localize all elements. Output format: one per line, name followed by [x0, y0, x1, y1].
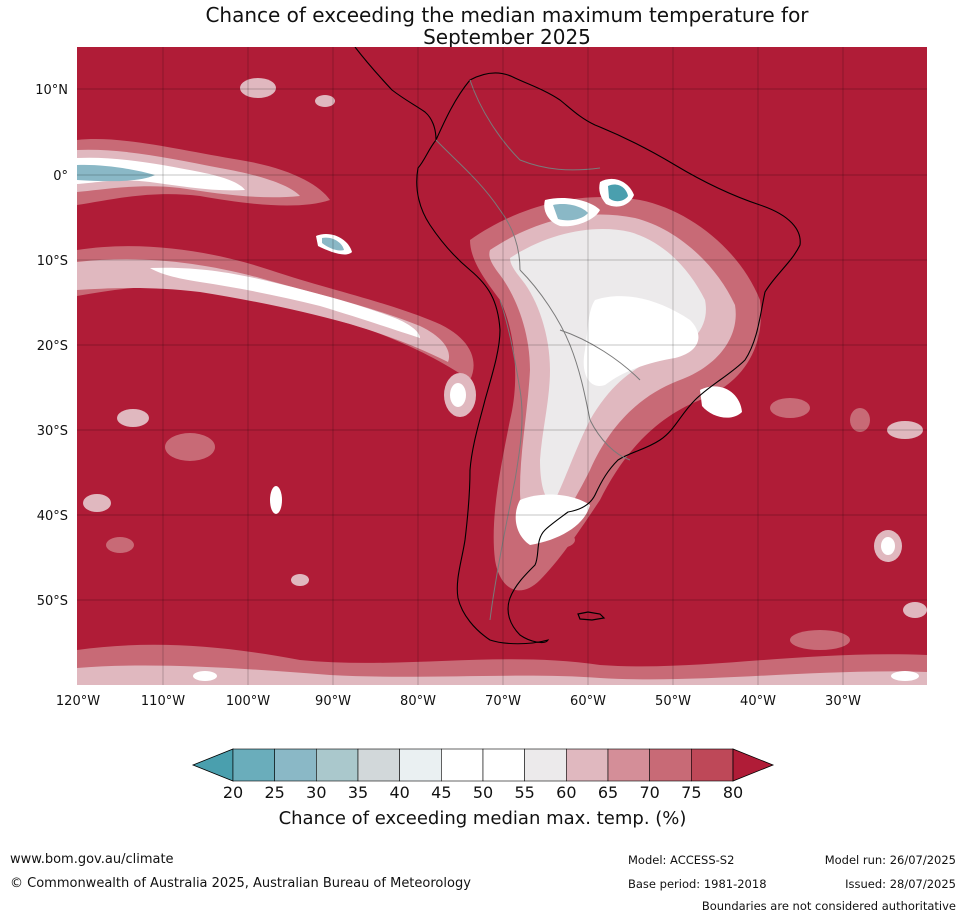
lon-label-70w: 70°W	[485, 694, 521, 709]
map-background	[77, 47, 927, 685]
colorbar-tick-label: 35	[348, 783, 368, 802]
footer-disclaimer: Boundaries are not considered authoritat…	[701, 899, 956, 913]
colorbar-swatch	[441, 748, 484, 782]
colorbar-tick-label: 60	[556, 783, 576, 802]
lon-label-110w: 110°W	[141, 694, 185, 709]
pacific-equatorial-anomaly	[77, 139, 330, 206]
colorbar-swatch	[399, 748, 442, 782]
colorbar-tick-label: 30	[306, 783, 326, 802]
lon-label-60w: 60°W	[570, 694, 606, 709]
lat-label-10n: 10°N	[35, 83, 68, 98]
lon-label-40w: 40°W	[740, 694, 776, 709]
footer-model: Model: ACCESS-S2	[628, 853, 735, 867]
footer-website: www.bom.gov.au/climate	[10, 852, 174, 867]
colorbar-swatch	[691, 748, 734, 782]
colorbar-tick-label: 75	[681, 783, 701, 802]
colorbar-tick-label: 65	[598, 783, 618, 802]
lat-label-10s: 10°S	[37, 254, 68, 269]
southern-ocean-band	[77, 644, 927, 685]
colorbar-swatch	[316, 748, 359, 782]
colorbar-tick-label: 40	[389, 783, 409, 802]
footer-model-run: Model run: 26/07/2025	[824, 853, 956, 867]
longitude-labels: 120°W 110°W 100°W 90°W 80°W 70°W 60°W 50…	[56, 694, 861, 709]
lat-label-0: 0°	[53, 169, 68, 184]
footer-copyright: © Commonwealth of Australia 2025, Austra…	[10, 876, 471, 891]
lat-label-30s: 30°S	[37, 424, 68, 439]
colorbar-title: Chance of exceeding median max. temp. (%…	[278, 808, 687, 829]
latitude-labels: 10°N 0° 10°S 20°S 30°S 40°S 50°S	[35, 83, 68, 609]
colorbar-tick-label: 80	[723, 783, 743, 802]
lon-label-80w: 80°W	[400, 694, 436, 709]
footer-issued: Issued: 28/07/2025	[845, 877, 956, 891]
lon-label-120w: 120°W	[56, 694, 100, 709]
lat-label-50s: 50°S	[37, 594, 68, 609]
lon-label-50w: 50°W	[655, 694, 691, 709]
country-boundaries	[435, 79, 641, 621]
lat-label-40s: 40°S	[37, 509, 68, 524]
colorbar-extend-low	[191, 748, 234, 782]
colorbar: 20 25 30 35 40 45 50 55 60 65 70 75 80	[191, 748, 775, 802]
colorbar-swatch	[524, 748, 567, 782]
title-line-2: September 2025	[423, 25, 591, 49]
colorbar-swatch	[607, 748, 650, 782]
colorbar-tick-label: 25	[264, 783, 284, 802]
central-america-coastline	[354, 47, 437, 141]
south-america-interior-anomaly	[470, 178, 761, 591]
colorbar-tick-label: 55	[514, 783, 534, 802]
lon-label-90w: 90°W	[315, 694, 351, 709]
colorbar-swatch	[274, 748, 317, 782]
colorbar-tick-label: 45	[431, 783, 451, 802]
colorbar-swatch	[357, 748, 400, 782]
colorbar-swatch	[649, 748, 692, 782]
map-title: Chance of exceeding the median maximum t…	[0, 4, 965, 48]
colorbar-swatch	[482, 748, 525, 782]
colorbar-extend-high	[732, 748, 775, 782]
lon-label-30w: 30°W	[825, 694, 861, 709]
colorbar-tick-label: 50	[473, 783, 493, 802]
map-panel	[77, 47, 927, 685]
colorbar-tick-label: 70	[639, 783, 659, 802]
lat-label-20s: 20°S	[37, 339, 68, 354]
colorbar-swatch	[566, 748, 609, 782]
lon-label-100w: 100°W	[226, 694, 270, 709]
footer-base-period: Base period: 1981-2018	[628, 877, 767, 891]
title-line-1: Chance of exceeding the median maximum t…	[205, 3, 809, 27]
south-america-coastline	[416, 72, 801, 645]
graticule	[77, 47, 927, 685]
colorbar-swatch	[232, 748, 275, 782]
colorbar-tick-label: 20	[223, 783, 243, 802]
falkland-islands	[577, 611, 606, 621]
pacific-diagonal-band	[77, 233, 474, 380]
